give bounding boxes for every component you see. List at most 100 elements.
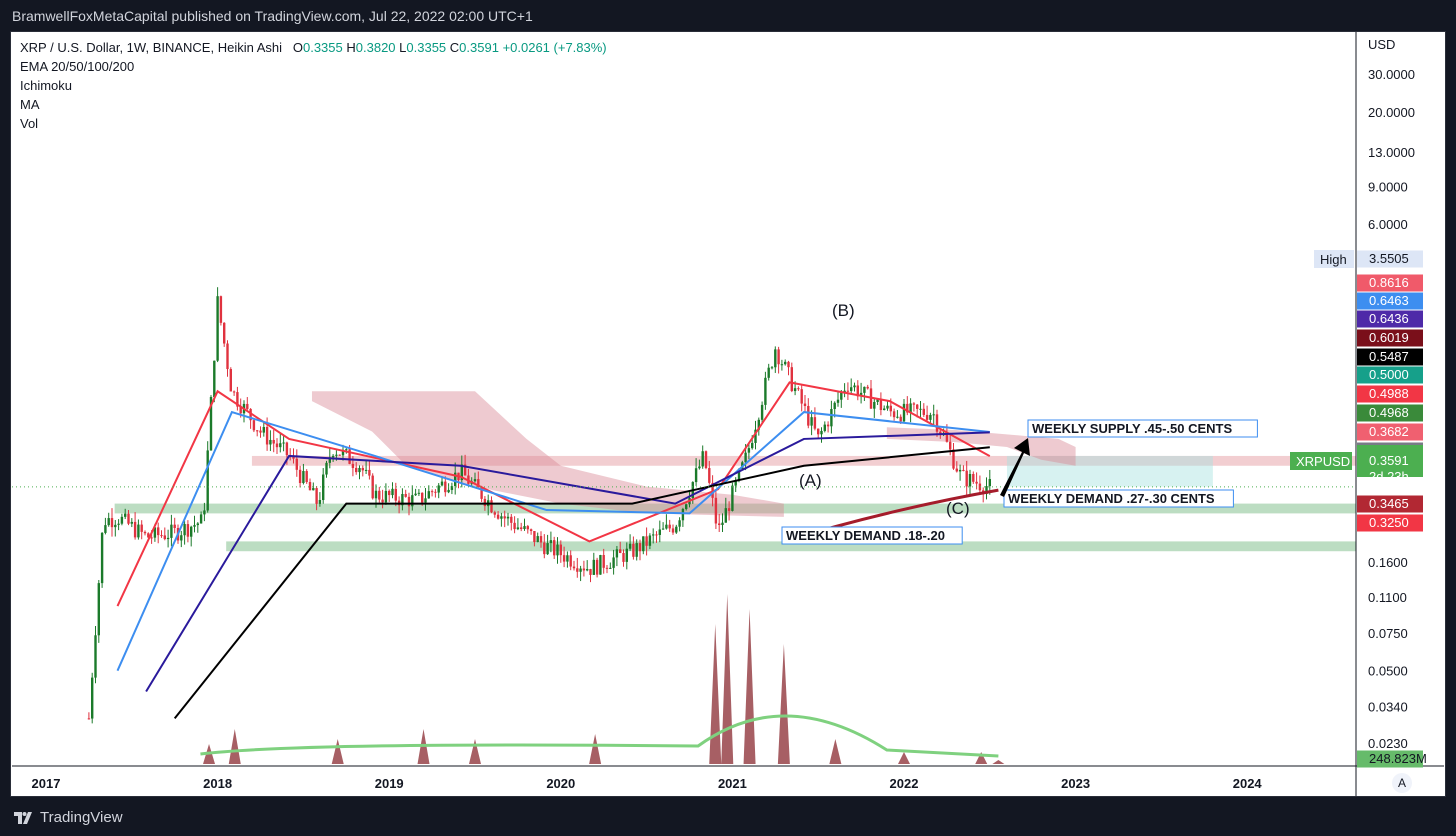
candle-body	[87, 718, 91, 720]
candle-body	[483, 498, 487, 507]
indicator-vol[interactable]: Vol	[20, 116, 39, 131]
y-tick-label: 20.0000	[1368, 105, 1415, 120]
y-tick-label: 30.0000	[1368, 67, 1415, 82]
demand-zone-1	[114, 503, 1356, 514]
symbol-tag-bg	[1290, 452, 1352, 470]
candle-body	[817, 428, 820, 435]
candle-body	[975, 481, 978, 484]
tradingview-logo[interactable]: TradingView	[14, 809, 123, 826]
candle-body	[572, 566, 576, 569]
candle-body	[160, 535, 163, 537]
price-label-countdown: 2d 23h	[1369, 469, 1409, 484]
candle-body	[823, 424, 826, 431]
candle-body	[883, 408, 886, 411]
candle-body	[355, 467, 358, 473]
candle-body	[282, 442, 285, 444]
candle-body	[384, 490, 388, 503]
ema20-line	[116, 381, 991, 607]
candle-body	[186, 524, 190, 537]
candle-body	[681, 509, 685, 521]
candle-body	[850, 387, 853, 391]
candle-body	[754, 429, 757, 443]
candle-body	[520, 527, 523, 530]
candle-body	[826, 424, 830, 427]
candle-body	[609, 567, 612, 569]
candle-body	[133, 521, 137, 538]
candle-body	[407, 496, 411, 507]
candle-body	[846, 390, 850, 392]
auto-scale-button[interactable]: A	[1392, 773, 1412, 793]
price-label-bg	[1357, 250, 1423, 268]
candle-body	[592, 559, 595, 575]
indicator-ema[interactable]: EMA 20/50/100/200	[20, 59, 135, 74]
candle-body	[404, 494, 407, 497]
indicator-ma[interactable]: MA	[20, 97, 40, 112]
candle-body	[388, 490, 391, 496]
candle-body	[892, 411, 896, 418]
y-tick-label: 6.0000	[1368, 217, 1408, 232]
candle-body	[454, 472, 457, 487]
candle-body	[110, 518, 114, 528]
candle-body	[678, 520, 681, 527]
candle-body	[173, 524, 176, 529]
candle-body	[721, 522, 724, 525]
candle-body	[477, 479, 480, 488]
wave-a-label: (A)	[799, 471, 822, 490]
ema50-line	[116, 410, 990, 672]
candle-body	[655, 534, 658, 536]
candle-body	[424, 498, 427, 503]
candle-body	[576, 568, 579, 572]
weekly-supply-label-box	[1027, 419, 1258, 438]
wave-c-label: (C)	[946, 499, 970, 518]
candle-body	[925, 414, 929, 420]
price-label-bg	[1357, 348, 1423, 366]
candle-body	[335, 454, 338, 456]
candle-body	[873, 401, 876, 409]
candle-body	[711, 482, 714, 498]
candle-body	[137, 524, 140, 538]
candle-body	[704, 451, 708, 469]
candle-body	[513, 522, 516, 530]
x-tick-label: 2018	[203, 776, 232, 791]
price-label-value: 0.3250	[1369, 515, 1409, 530]
candle-body	[193, 525, 196, 527]
candle-body	[213, 360, 216, 398]
candle-body	[503, 516, 506, 519]
candle-body	[859, 392, 863, 397]
candle-body	[269, 439, 272, 445]
candle-body	[529, 529, 533, 532]
indicator-ichimoku[interactable]: Ichimoku	[20, 78, 73, 93]
candle-body	[140, 524, 143, 532]
candle-body	[635, 543, 638, 557]
candle-body	[790, 367, 793, 392]
candle-body	[595, 559, 599, 575]
candle-body	[252, 420, 256, 431]
chart-legend: XRP / U.S. Dollar, 1W, BINANCE, Heikin A…	[20, 38, 607, 133]
price-label-value: 0.3465	[1369, 496, 1409, 511]
legend-change: +0.0261 (+7.83%)	[502, 40, 607, 55]
candle-body	[414, 493, 417, 496]
candle-body	[661, 528, 665, 530]
candle-body	[450, 486, 454, 490]
candle-body	[906, 403, 909, 413]
candle-body	[427, 491, 430, 499]
candle-body	[866, 386, 869, 389]
price-label-bg	[1357, 366, 1423, 384]
candle-body	[724, 508, 727, 523]
candle-body	[203, 510, 206, 515]
candle-body	[401, 494, 404, 506]
candle-body	[94, 635, 97, 678]
candle-body	[751, 442, 754, 449]
candle-body	[648, 535, 652, 546]
candle-body	[130, 521, 133, 524]
candle-body	[516, 527, 520, 530]
candle-body	[889, 405, 892, 412]
candle-body	[922, 408, 925, 415]
candle-body	[787, 361, 790, 368]
candle-body	[315, 488, 318, 504]
candle-body	[919, 408, 922, 410]
candle-body	[421, 492, 424, 503]
candle-body	[645, 536, 648, 546]
candle-body	[833, 402, 836, 410]
